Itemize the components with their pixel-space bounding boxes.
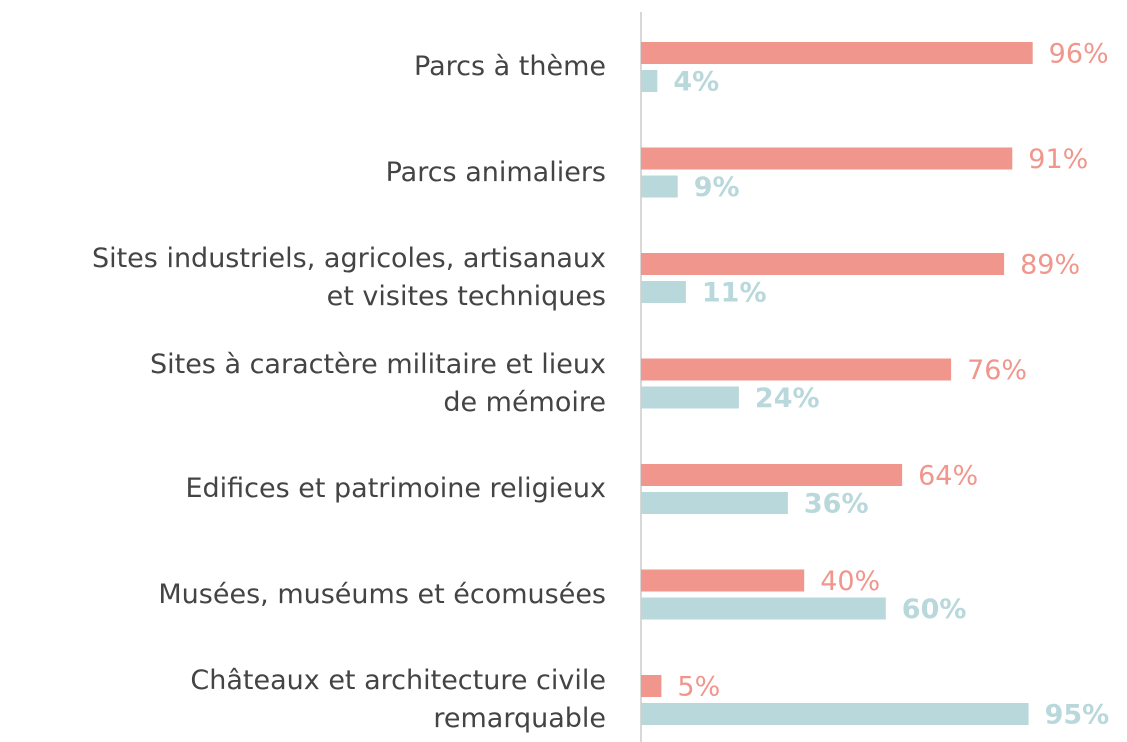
bar xyxy=(641,386,739,409)
bar xyxy=(641,464,903,486)
value-label: 40% xyxy=(820,566,880,597)
category-label: Edifices et patrimoine religieux xyxy=(185,473,606,504)
value-label: 36% xyxy=(804,489,869,520)
bar xyxy=(641,597,886,620)
category-label: Musées, muséums et écomusées xyxy=(158,578,606,610)
value-label: 89% xyxy=(1020,250,1080,281)
bar xyxy=(641,703,1029,725)
category-label: Châteaux et architecture civile remarqua… xyxy=(190,665,606,734)
value-label: 4% xyxy=(673,67,719,98)
category-label: Sites à caractère militaire et lieux de … xyxy=(149,348,606,418)
value-label: 60% xyxy=(902,594,967,625)
bar xyxy=(641,569,805,592)
bar xyxy=(641,42,1033,64)
bar xyxy=(641,175,678,198)
bar xyxy=(641,281,686,303)
value-label: 24% xyxy=(755,383,820,414)
bar xyxy=(641,70,658,92)
bar xyxy=(641,358,952,381)
bar xyxy=(641,147,1013,170)
value-label: 9% xyxy=(694,172,740,203)
category-label: Sites industriels, agricoles, artisanaux… xyxy=(91,243,606,312)
bar xyxy=(641,675,662,697)
value-label: 76% xyxy=(967,355,1027,386)
value-label: 11% xyxy=(702,278,767,309)
value-label: 5% xyxy=(677,672,720,703)
value-label: 96% xyxy=(1049,39,1109,70)
value-label: 64% xyxy=(918,461,978,492)
category-label: Parcs animaliers xyxy=(385,156,606,188)
category-label: Parcs à thème xyxy=(414,51,606,82)
value-label: 95% xyxy=(1045,700,1110,731)
bar xyxy=(641,492,788,514)
bar xyxy=(641,253,1005,275)
value-label: 91% xyxy=(1028,144,1088,175)
